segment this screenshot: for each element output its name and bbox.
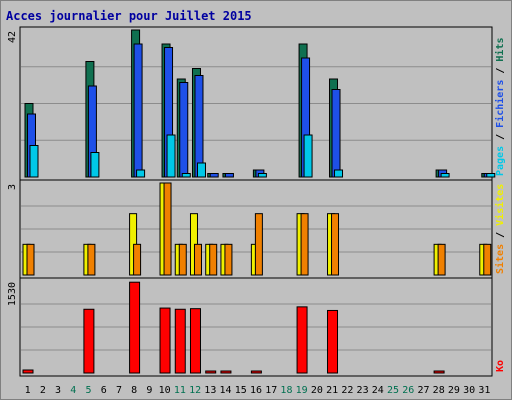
x-tick-label-day-30: 30 [463, 385, 475, 396]
x-tick-label-day-20: 20 [311, 385, 323, 396]
bar-pages-day-1 [29, 145, 39, 178]
x-tick-label-day-25: 25 [387, 385, 399, 396]
bar-sites-day-21 [331, 213, 340, 276]
bar-pages-day-10 [166, 134, 176, 178]
bar-pages-day-12 [196, 162, 206, 178]
legend-separator: / [495, 62, 506, 80]
bar-fichiers-day-8 [133, 43, 143, 178]
hits-panel-ymax-label: 42 [7, 31, 18, 43]
bar-sites-day-11 [178, 243, 187, 276]
x-tick-label-day-29: 29 [448, 385, 460, 396]
bar-fichiers-day-11 [179, 82, 189, 178]
bar-ko-day-19 [296, 306, 308, 374]
hits-panel: 42 Pages / Fichiers / Hits [7, 26, 506, 181]
bar-pages-day-8 [136, 169, 146, 178]
bar-sites-day-28 [437, 243, 446, 276]
bar-pages-day-21 [334, 169, 344, 178]
bar-pages-day-28 [440, 173, 450, 178]
x-tick-label-day-9: 9 [146, 385, 152, 396]
x-tick-label-day-10: 10 [159, 385, 171, 396]
visits-panel-legend: Sites / Visites [494, 184, 506, 274]
bar-fichiers-day-13 [209, 173, 219, 178]
legend-pages: Pages [495, 146, 506, 176]
legend-visites: Visites [494, 184, 506, 226]
x-tick-label-day-14: 14 [220, 385, 232, 396]
bar-fichiers-day-14 [224, 173, 234, 178]
x-tick-label-day-5: 5 [86, 385, 92, 396]
legend-separator: / [495, 128, 506, 146]
bar-sites-day-10 [163, 182, 172, 276]
ko-panel-legend: Ko [495, 360, 506, 372]
bar-pages-day-16 [257, 173, 267, 178]
bar-ko-day-8 [129, 281, 141, 374]
bar-ko-day-12 [189, 308, 201, 374]
x-tick-label-day-3: 3 [55, 385, 61, 396]
bar-ko-day-16 [250, 370, 262, 374]
visits-panel-ymax-label: 3 [7, 184, 18, 190]
bar-ko-day-14 [220, 370, 232, 374]
bar-pages-day-19 [303, 134, 313, 178]
x-axis-labels: 1 2 3 4 5 6 7 8 9 10 11 12 13 14 15 16 17 18 19 20 21 22 23 24 2… [25, 385, 491, 396]
legend-fichiers: Fichiers [494, 80, 506, 128]
x-tick-label-day-1: 1 [25, 385, 31, 396]
ko-panel-ymax-label: 1530 [7, 282, 18, 306]
x-tick-label-day-17: 17 [265, 385, 277, 396]
legend-sites: Sites [494, 244, 506, 274]
x-tick-label-day-12: 12 [189, 385, 201, 396]
ko-panel: 1530 Ko [7, 277, 506, 377]
x-tick-label-day-24: 24 [372, 385, 384, 396]
bar-sites-day-31 [483, 243, 492, 276]
x-tick-label-day-18: 18 [280, 385, 292, 396]
x-tick-label-day-23: 23 [357, 385, 369, 396]
bar-pages-day-11 [181, 173, 191, 178]
bar-sites-day-13 [209, 243, 218, 276]
bar-pages-day-31 [486, 173, 496, 178]
bar-ko-day-1 [22, 369, 34, 374]
bar-sites-day-19 [300, 213, 309, 276]
x-tick-label-day-22: 22 [341, 385, 353, 396]
x-tick-label-day-15: 15 [235, 385, 247, 396]
x-tick-label-day-13: 13 [204, 385, 216, 396]
bar-pages-day-5 [90, 152, 100, 178]
x-tick-label-day-26: 26 [402, 385, 414, 396]
x-tick-label-day-28: 28 [433, 385, 445, 396]
legend-separator: / [495, 226, 506, 244]
bar-ko-day-5 [83, 308, 95, 374]
bar-sites-day-12 [193, 243, 202, 276]
bar-ko-day-11 [174, 308, 186, 374]
x-tick-label-day-4: 4 [70, 385, 76, 396]
bar-sites-day-1 [26, 243, 35, 276]
x-tick-label-day-8: 8 [131, 385, 137, 396]
x-tick-label-day-31: 31 [478, 385, 490, 396]
x-tick-label-day-2: 2 [40, 385, 46, 396]
chart-panels: 42 Pages / Fichiers / Hits 3 Sites / Visite… [7, 26, 506, 377]
x-tick-label-day-21: 21 [326, 385, 338, 396]
bar-ko-day-13 [205, 370, 217, 374]
bar-sites-day-16 [254, 213, 263, 276]
bar-ko-day-10 [159, 307, 171, 374]
bar-ko-day-28 [433, 370, 445, 374]
x-tick-label-day-11: 11 [174, 385, 186, 396]
legend-hits: Hits [494, 38, 506, 62]
x-tick-label-day-27: 27 [417, 385, 429, 396]
chart-title: Acces journalier pour Juillet 2015 [6, 9, 252, 23]
bar-fichiers-day-12 [194, 75, 204, 178]
bar-ko-day-21 [327, 309, 339, 374]
legend-ko: Ko [495, 360, 506, 372]
x-tick-label-day-6: 6 [101, 385, 107, 396]
bar-fichiers-day-21 [331, 89, 341, 178]
x-tick-label-day-16: 16 [250, 385, 262, 396]
x-tick-label-day-7: 7 [116, 385, 122, 396]
visits-panel: 3 Sites / Visites [7, 179, 506, 279]
bar-sites-day-14 [224, 243, 233, 276]
hits-panel-legend: Pages / Fichiers / Hits [494, 38, 506, 177]
x-tick-label-day-19: 19 [296, 385, 308, 396]
bar-sites-day-5 [87, 243, 96, 276]
bar-sites-day-8 [133, 243, 142, 276]
